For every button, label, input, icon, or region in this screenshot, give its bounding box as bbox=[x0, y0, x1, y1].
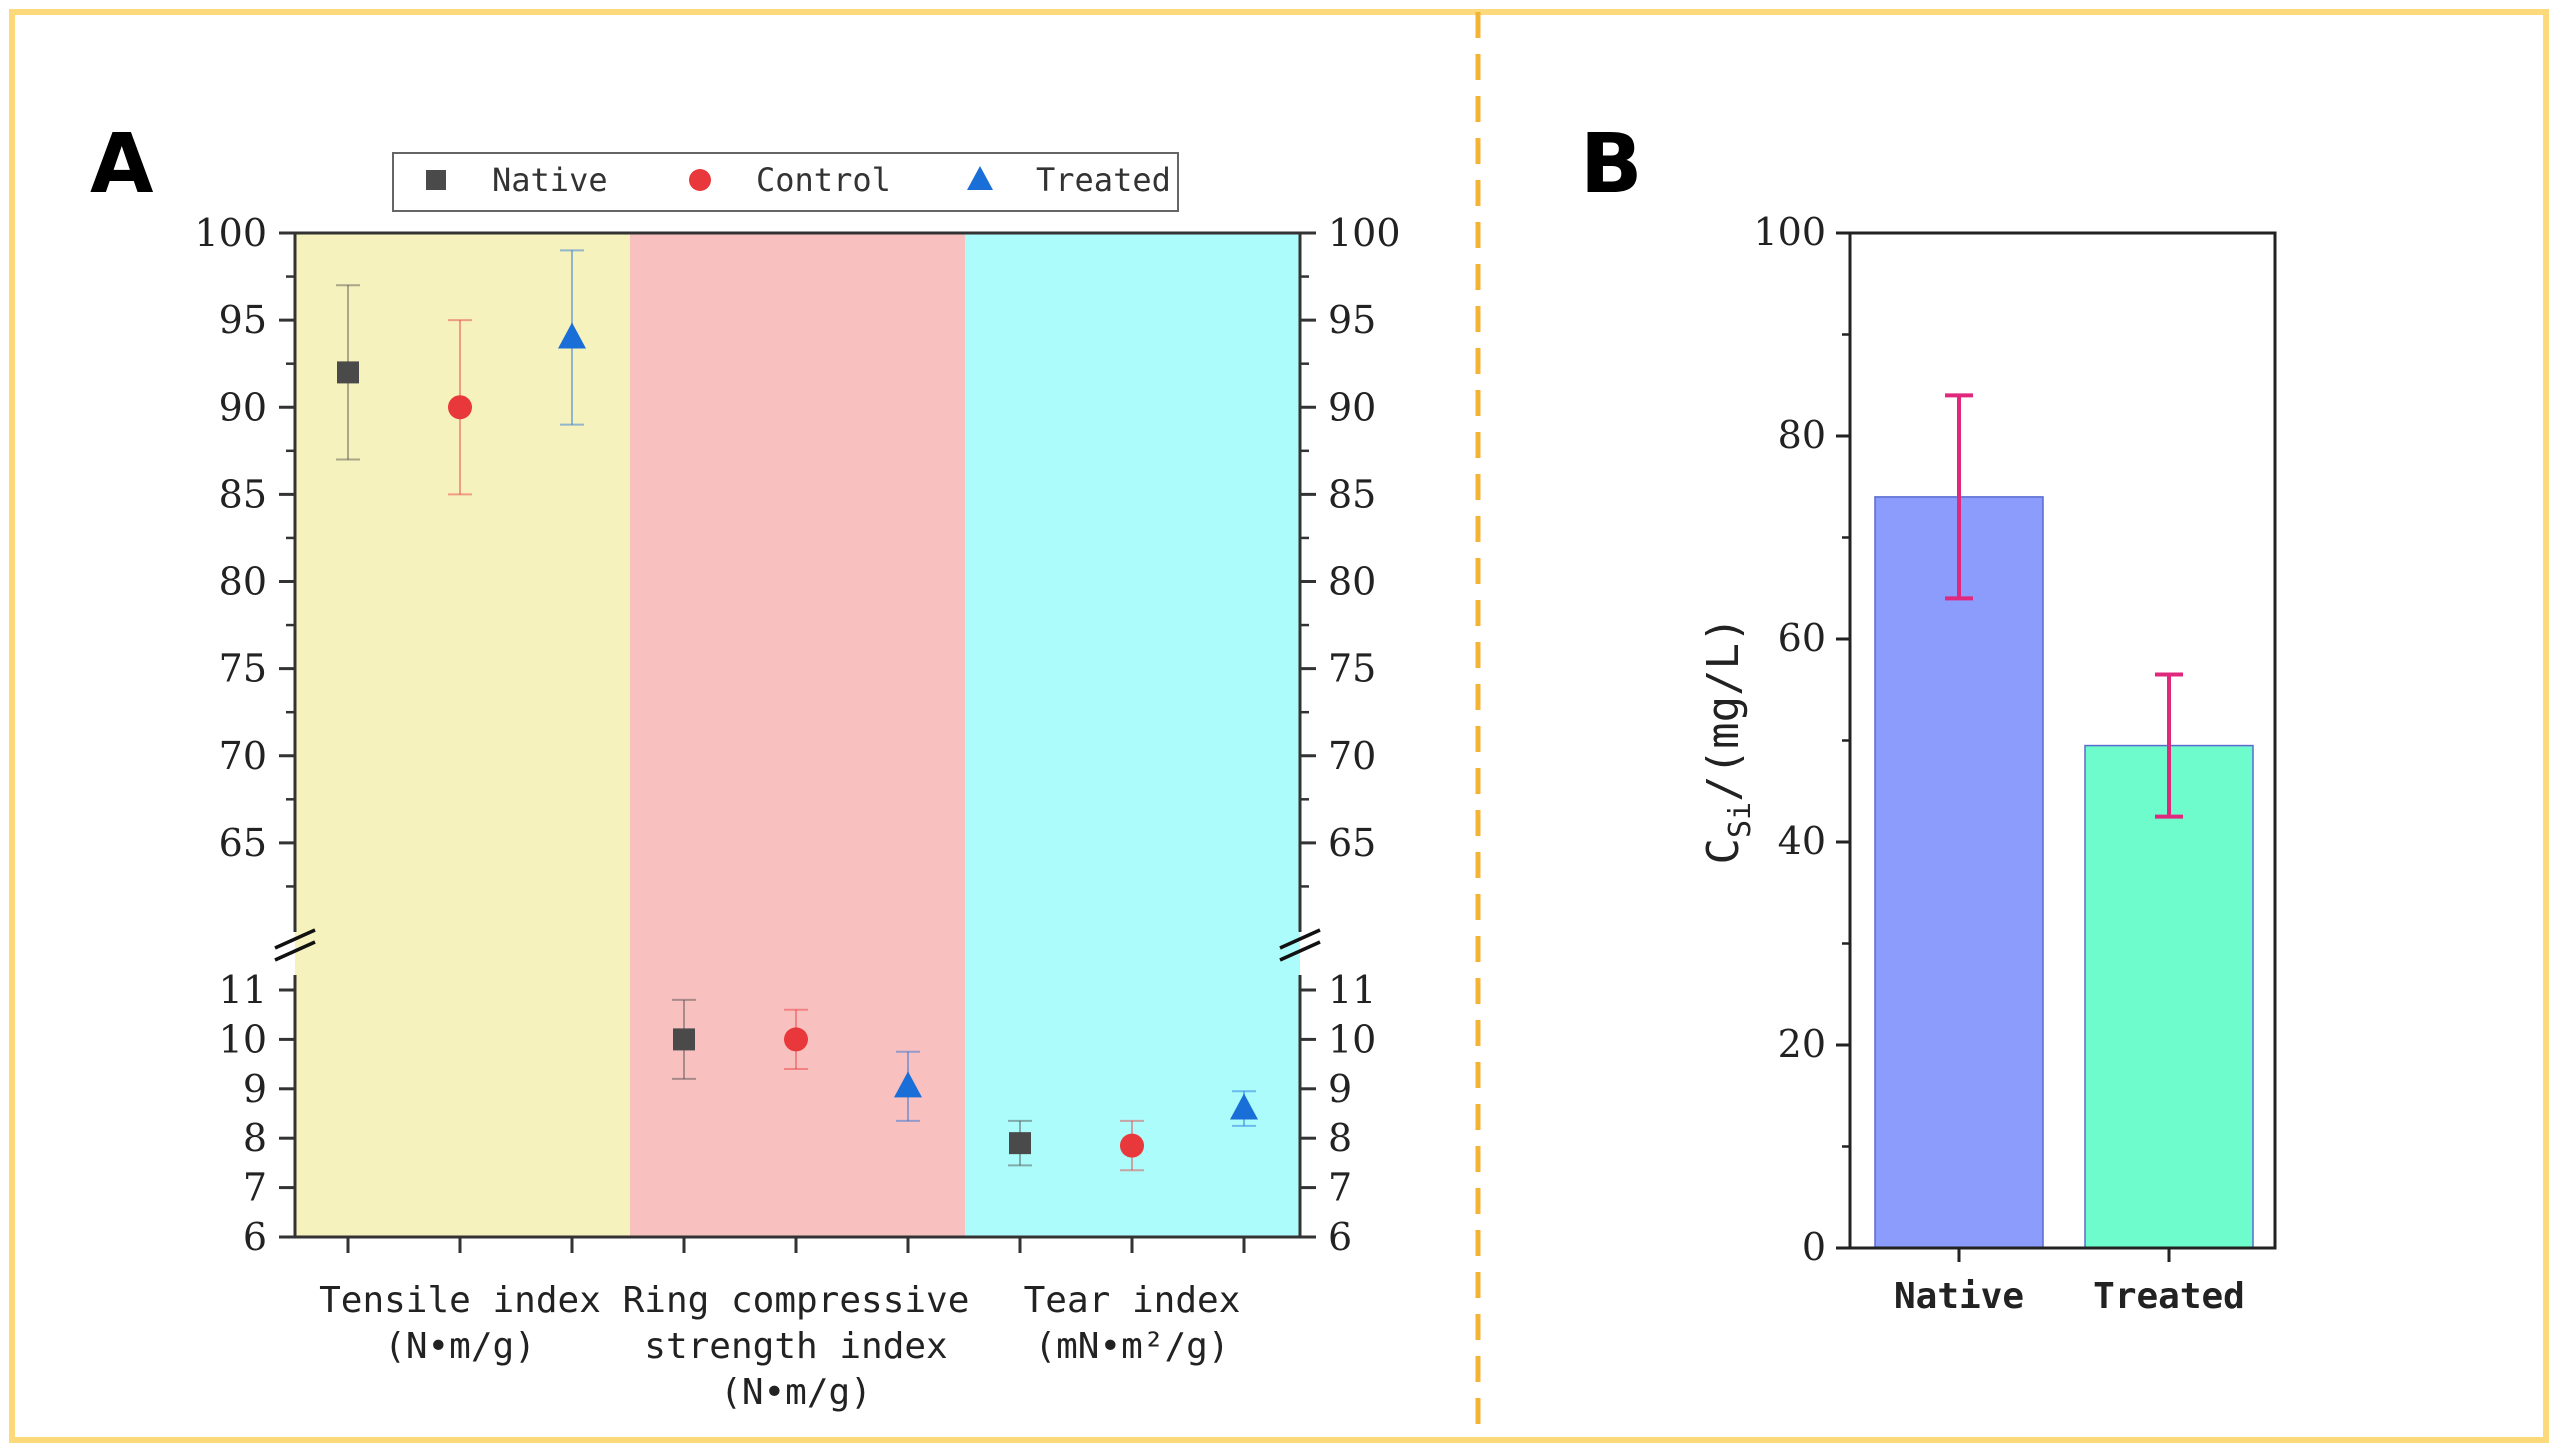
y-tick-label: 100 bbox=[1753, 210, 1826, 254]
y-tick-label-right: 65 bbox=[1328, 821, 1376, 865]
category-label-line: Tear index bbox=[1024, 1280, 1241, 1321]
y-tick-label: 75 bbox=[219, 647, 267, 691]
y-tick-label-right: 100 bbox=[1328, 211, 1401, 255]
y-tick-label-right: 11 bbox=[1328, 968, 1376, 1012]
legend-label-control: Control bbox=[756, 161, 891, 199]
y-tick-label: 7 bbox=[243, 1166, 267, 1210]
legend-box bbox=[392, 152, 1179, 212]
legend-marker-treated bbox=[967, 166, 993, 190]
y-tick-label: 9 bbox=[243, 1067, 267, 1111]
x-tick-label: Treated bbox=[2093, 1276, 2245, 1317]
y-tick-label: 40 bbox=[1778, 819, 1826, 863]
y-tick-label-right: 85 bbox=[1328, 472, 1376, 516]
y-tick-label-right: 80 bbox=[1328, 560, 1376, 604]
band-ring bbox=[630, 233, 965, 1237]
y-tick-label: 11 bbox=[219, 968, 267, 1012]
category-label-line: Ring compressive bbox=[623, 1280, 970, 1321]
y-tick-label: 90 bbox=[219, 385, 267, 429]
background-bands bbox=[295, 233, 1300, 1237]
panel-a-marks bbox=[336, 249, 1258, 1172]
panel-a-letter: A bbox=[90, 117, 154, 212]
figure-frame bbox=[9, 9, 2549, 1443]
panel-b-axes: 0 20 40 60 80 100 Native Treated CSi/(mg/L) bbox=[1698, 210, 2277, 1317]
y-tick-label: 100 bbox=[194, 211, 267, 255]
point-control bbox=[448, 395, 472, 420]
y-tick-label: 95 bbox=[219, 298, 267, 342]
band-tear bbox=[965, 233, 1300, 1237]
y-tick-label: 6 bbox=[243, 1215, 267, 1259]
point-native bbox=[673, 1028, 695, 1051]
y-tick-label: 80 bbox=[1778, 413, 1826, 457]
category-label-line: (N•m/g) bbox=[384, 1326, 536, 1367]
point-control bbox=[1120, 1133, 1144, 1158]
y-label-subscript: Si bbox=[1723, 802, 1758, 838]
y-tick-label: 60 bbox=[1778, 616, 1826, 660]
point-treated bbox=[558, 322, 586, 349]
bar-native bbox=[1874, 496, 2044, 1249]
category-label-line: strength index bbox=[644, 1326, 947, 1367]
y-tick-label-right: 90 bbox=[1328, 385, 1376, 429]
legend-marker-control bbox=[689, 169, 711, 191]
y-axis-label: CSi/(mg/L) bbox=[1698, 616, 1758, 864]
y-tick-label-right: 7 bbox=[1328, 1166, 1352, 1210]
y-tick-label: 20 bbox=[1778, 1022, 1826, 1066]
y-tick-label: 65 bbox=[219, 821, 267, 865]
panel-b-letter: B bbox=[1580, 117, 1643, 212]
panel-b-bars bbox=[1874, 393, 2254, 1249]
y-tick-label-right: 70 bbox=[1328, 734, 1376, 778]
category-label-line: (mN•m²/g) bbox=[1034, 1326, 1229, 1367]
y-tick-label: 0 bbox=[1802, 1225, 1826, 1269]
axis-break-mark bbox=[1279, 940, 1321, 962]
axis-break-mark bbox=[274, 928, 316, 950]
y-tick-label: 70 bbox=[219, 734, 267, 778]
legend-label-treated: Treated bbox=[1036, 161, 1171, 199]
y-label-main: C bbox=[1698, 838, 1749, 865]
panel-a-axes: 65 65 70 70 75 75 80 80 85 85 90 90 95 95 100 100 6 6 7 7 8 8… bbox=[194, 211, 1400, 1259]
point-treated bbox=[894, 1071, 922, 1098]
y-label-unit: /(mg/L) bbox=[1698, 616, 1749, 801]
axis-break-mark bbox=[274, 940, 316, 962]
category-label-line: Tensile index bbox=[319, 1280, 601, 1321]
category-labels: Tensile index (N•m/g) Ring compressive stre… bbox=[319, 1280, 1240, 1413]
axis-break-mark bbox=[1279, 928, 1321, 950]
y-tick-label-right: 6 bbox=[1328, 1215, 1352, 1259]
legend: Native Control Treated bbox=[392, 152, 1179, 212]
category-label-line: (N•m/g) bbox=[720, 1372, 872, 1413]
x-tick-label: Native bbox=[1894, 1276, 2024, 1317]
bar-treated bbox=[2084, 744, 2254, 1249]
y-tick-label-right: 75 bbox=[1328, 647, 1376, 691]
point-native bbox=[337, 361, 359, 384]
y-tick-label-right: 8 bbox=[1328, 1116, 1352, 1160]
panel-b: B 0 20 40 60 80 100 Native Treated CSi/(mg/L) bbox=[1580, 117, 2277, 1317]
y-tick-label: 85 bbox=[219, 472, 267, 516]
y-tick-label-right: 10 bbox=[1328, 1017, 1376, 1061]
point-treated bbox=[1230, 1093, 1258, 1120]
y-tick-label-right: 9 bbox=[1328, 1067, 1352, 1111]
panel-a: A 65 65 70 70 75 75 80 80 85 85 90 90 95 95 100 100 6 6 7 7… bbox=[90, 117, 1401, 1413]
legend-marker-native bbox=[426, 170, 446, 190]
y-tick-label: 10 bbox=[219, 1017, 267, 1061]
legend-label-native: Native bbox=[492, 161, 608, 199]
y-tick-label: 80 bbox=[219, 560, 267, 604]
band-tensile bbox=[295, 233, 630, 1237]
point-native bbox=[1009, 1132, 1031, 1155]
y-tick-label: 8 bbox=[243, 1116, 267, 1160]
point-control bbox=[784, 1027, 808, 1052]
y-tick-label-right: 95 bbox=[1328, 298, 1376, 342]
